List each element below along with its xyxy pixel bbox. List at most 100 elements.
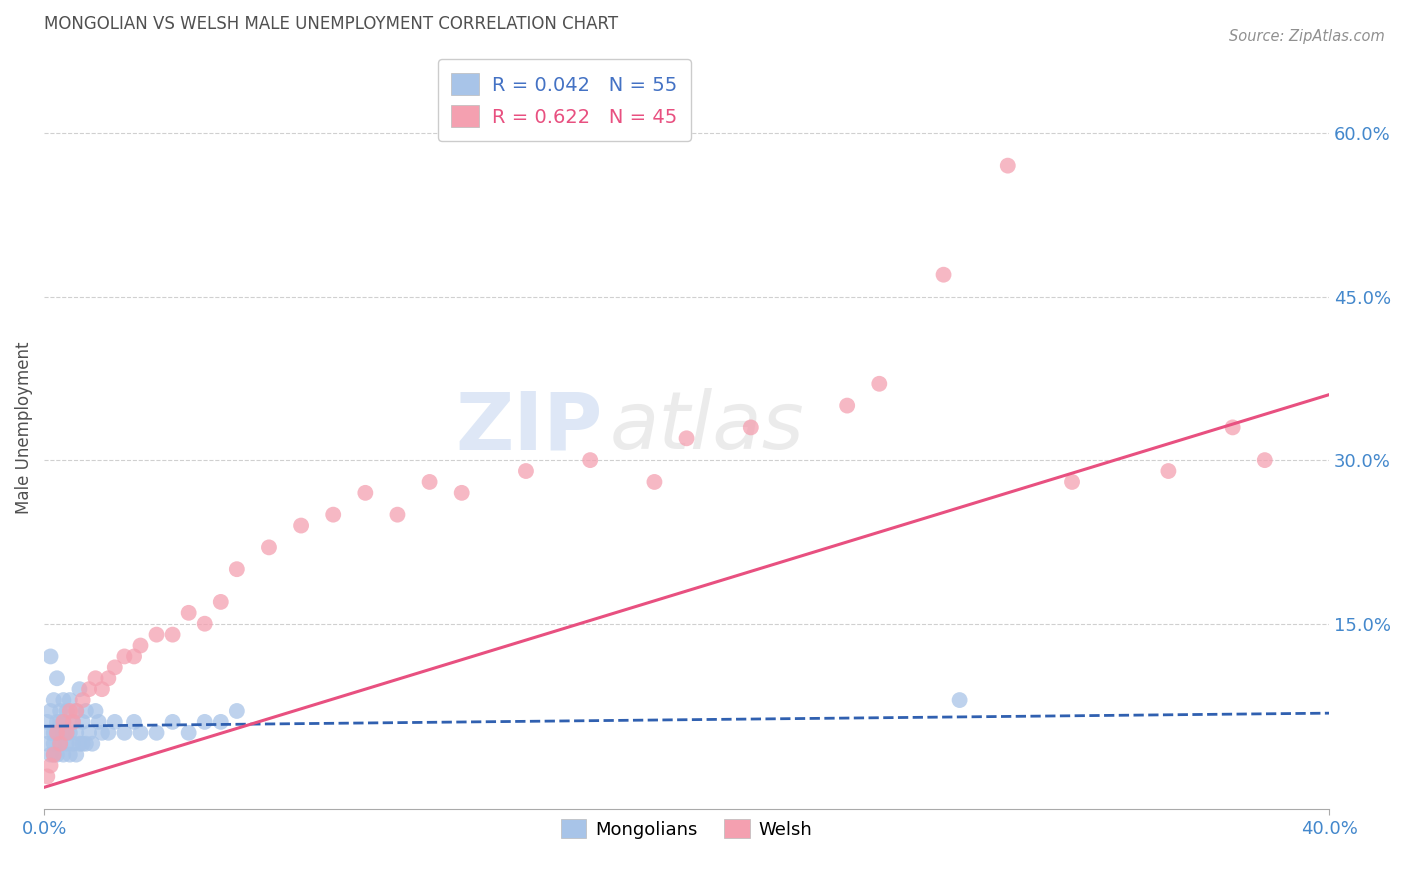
Point: [1254, 453, 1277, 467]
Point: [55, 726, 77, 740]
Point: [162, 627, 184, 641]
Point: [39, 747, 62, 762]
Point: [675, 431, 697, 445]
Point: [62, 714, 84, 729]
Point: [55, 726, 77, 740]
Point: [387, 508, 409, 522]
Point: [77, 682, 100, 697]
Point: [46, 671, 69, 685]
Point: [42, 747, 65, 762]
Point: [72, 714, 94, 729]
Point: [65, 747, 87, 762]
Point: [69, 737, 91, 751]
Point: [104, 660, 127, 674]
Point: [868, 376, 890, 391]
Point: [97, 726, 120, 740]
Point: [97, 671, 120, 685]
Point: [52, 726, 75, 740]
Point: [932, 268, 955, 282]
Point: [62, 737, 84, 751]
Point: [52, 714, 75, 729]
Point: [515, 464, 537, 478]
Point: [225, 562, 247, 576]
Point: [177, 726, 200, 740]
Point: [72, 693, 94, 707]
Point: [77, 726, 100, 740]
Point: [949, 693, 972, 707]
Y-axis label: Male Unemployment: Male Unemployment: [15, 341, 32, 514]
Point: [46, 714, 69, 729]
Point: [129, 726, 152, 740]
Point: [65, 704, 87, 718]
Text: Source: ZipAtlas.com: Source: ZipAtlas.com: [1229, 29, 1385, 44]
Point: [322, 508, 344, 522]
Point: [194, 714, 217, 729]
Legend: Mongolians, Welsh: Mongolians, Welsh: [554, 812, 820, 846]
Point: [579, 453, 602, 467]
Point: [1222, 420, 1244, 434]
Point: [90, 726, 112, 740]
Point: [122, 714, 145, 729]
Point: [740, 420, 762, 434]
Point: [42, 726, 65, 740]
Point: [112, 649, 135, 664]
Point: [75, 704, 97, 718]
Point: [39, 704, 62, 718]
Point: [39, 758, 62, 772]
Point: [52, 747, 75, 762]
Point: [419, 475, 441, 489]
Point: [72, 737, 94, 751]
Point: [84, 704, 107, 718]
Point: [55, 737, 77, 751]
Point: [49, 737, 72, 751]
Point: [46, 726, 69, 740]
Point: [42, 737, 65, 751]
Point: [837, 399, 859, 413]
Point: [69, 682, 91, 697]
Point: [52, 714, 75, 729]
Point: [39, 726, 62, 740]
Point: [90, 682, 112, 697]
Point: [37, 714, 59, 729]
Point: [75, 737, 97, 751]
Point: [225, 704, 247, 718]
Point: [1157, 464, 1180, 478]
Point: [84, 671, 107, 685]
Text: atlas: atlas: [609, 388, 804, 467]
Point: [122, 649, 145, 664]
Point: [145, 726, 167, 740]
Point: [257, 541, 280, 555]
Point: [643, 475, 665, 489]
Text: MONGOLIAN VS WELSH MALE UNEMPLOYMENT CORRELATION CHART: MONGOLIAN VS WELSH MALE UNEMPLOYMENT COR…: [44, 15, 619, 33]
Point: [450, 486, 472, 500]
Point: [290, 518, 312, 533]
Point: [65, 704, 87, 718]
Point: [209, 595, 232, 609]
Point: [52, 693, 75, 707]
Point: [59, 747, 82, 762]
Point: [37, 737, 59, 751]
Point: [49, 737, 72, 751]
Point: [46, 747, 69, 762]
Point: [39, 649, 62, 664]
Point: [49, 714, 72, 729]
Point: [177, 606, 200, 620]
Point: [49, 704, 72, 718]
Point: [87, 714, 110, 729]
Point: [104, 714, 127, 729]
Point: [59, 693, 82, 707]
Point: [162, 714, 184, 729]
Point: [209, 714, 232, 729]
Point: [55, 704, 77, 718]
Point: [42, 693, 65, 707]
Point: [145, 627, 167, 641]
Point: [1060, 475, 1083, 489]
Point: [997, 159, 1019, 173]
Point: [62, 714, 84, 729]
Point: [46, 726, 69, 740]
Point: [354, 486, 377, 500]
Point: [65, 726, 87, 740]
Point: [42, 747, 65, 762]
Point: [129, 639, 152, 653]
Point: [59, 704, 82, 718]
